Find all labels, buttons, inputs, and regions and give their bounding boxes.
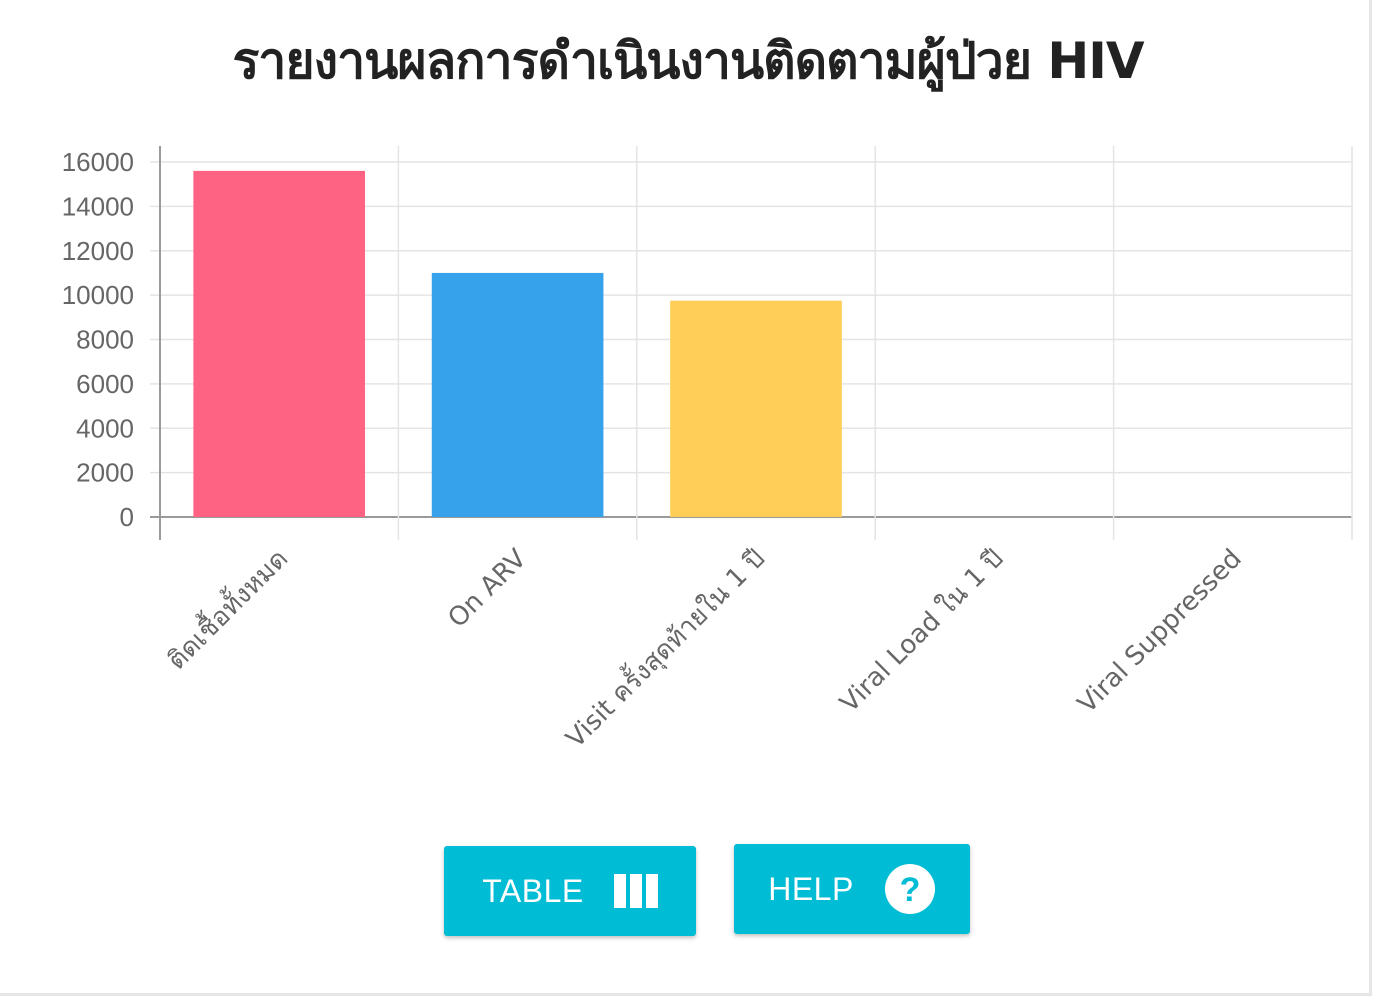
bar xyxy=(193,170,366,517)
y-tick-label: 12000 xyxy=(62,236,134,266)
x-tick-label: ติดเชื้อทั้งหมด xyxy=(158,540,294,676)
y-tick-label: 10000 xyxy=(62,280,134,310)
page-title: รายงานผลการดำเนินงานติดตามผู้ป่วย HIV xyxy=(232,32,1144,90)
y-tick-label: 14000 xyxy=(62,191,134,221)
view-column-icon xyxy=(613,874,658,908)
bar xyxy=(670,300,842,517)
bar-chart: 0 2000 4000 6000 8000 10000 12000 14000 16000 ติด… xyxy=(62,146,1353,754)
x-tick-label: Viral Load ใน 1 ปี xyxy=(835,544,1010,719)
y-tick-label: 0 xyxy=(120,502,134,532)
x-tick-label: Visit ครั้งสุดท้ายใน 1 ปี xyxy=(557,540,771,754)
table-button[interactable]: TABLE xyxy=(444,846,696,936)
help-circle-icon: ? xyxy=(884,863,936,915)
table-button-label: TABLE xyxy=(482,872,584,909)
y-tick-label: 16000 xyxy=(62,147,134,177)
x-tick-label: On ARV xyxy=(442,544,532,634)
y-tick-label: 6000 xyxy=(76,369,134,399)
y-tick-label: 4000 xyxy=(76,413,134,443)
y-tick-label: 8000 xyxy=(76,325,134,355)
x-tick-label: Viral Suppressed xyxy=(1072,544,1248,720)
help-button[interactable]: HELP ? xyxy=(734,844,970,934)
svg-text:?: ? xyxy=(899,871,920,909)
y-tick-label: 2000 xyxy=(76,458,134,488)
help-button-label: HELP xyxy=(768,870,854,907)
bar xyxy=(431,272,604,517)
